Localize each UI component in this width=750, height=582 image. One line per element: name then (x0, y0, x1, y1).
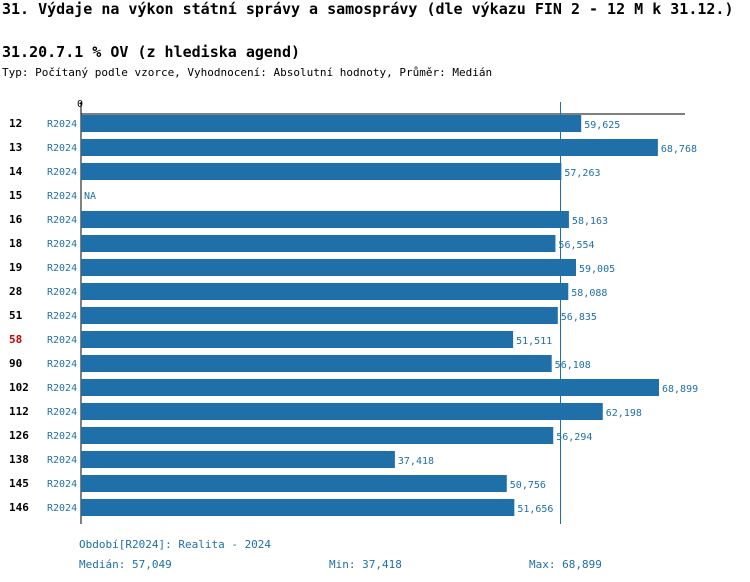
value-label: 62,198 (606, 408, 642, 419)
bar (81, 475, 507, 492)
bar (81, 427, 554, 444)
category-label: 28 (9, 285, 22, 298)
period-label: R2024 (47, 287, 77, 298)
period-label: R2024 (47, 119, 77, 130)
bar (81, 355, 552, 372)
category-label: 15 (9, 189, 22, 202)
period-label: R2024 (47, 359, 77, 370)
period-label: R2024 (47, 239, 77, 250)
value-label: 51,511 (516, 336, 552, 347)
value-label: 56,835 (561, 312, 597, 323)
period-label: R2024 (47, 503, 77, 514)
category-label: 51 (9, 309, 23, 322)
bar (81, 235, 556, 252)
period-label: R2024 (47, 191, 77, 202)
category-label: 12 (9, 117, 22, 130)
category-label: 112 (9, 405, 29, 418)
category-label: 102 (9, 381, 29, 394)
value-label: 51,656 (517, 504, 553, 515)
bar (81, 499, 515, 516)
bar (81, 451, 395, 468)
chart-info: Typ: Počítaný podle vzorce, Vyhodnocení:… (2, 66, 493, 79)
bar (81, 283, 569, 300)
category-label: 90 (9, 357, 22, 370)
period-label: R2024 (47, 215, 77, 226)
category-label: 18 (9, 237, 22, 250)
axis-zero-label: 0 (77, 99, 83, 110)
period-label: R2024 (47, 311, 77, 322)
period-label: R2024 (47, 383, 77, 394)
footer-median: Medián: 57,049 (79, 558, 172, 571)
category-label: 126 (9, 429, 29, 442)
bar (81, 115, 582, 132)
value-label: 50,756 (510, 480, 546, 491)
bar (81, 211, 569, 228)
value-label: 59,625 (584, 120, 620, 131)
value-label: 58,163 (572, 216, 608, 227)
bar (81, 331, 514, 348)
category-label: 58 (9, 333, 22, 346)
period-label: R2024 (47, 167, 77, 178)
category-label: 14 (9, 165, 23, 178)
chart-subtitle: 31.20.7.1 % OV (z hlediska agend) (2, 43, 301, 61)
value-label: 56,108 (555, 360, 591, 371)
period-label: R2024 (47, 479, 77, 490)
category-label: 138 (9, 453, 29, 466)
period-label: R2024 (47, 407, 77, 418)
bar (81, 403, 603, 420)
bar (81, 307, 558, 324)
value-label: 56,554 (558, 240, 594, 251)
period-label: R2024 (47, 143, 77, 154)
value-label: NA (84, 191, 96, 202)
value-label: 56,294 (556, 432, 592, 443)
category-label: 145 (9, 477, 29, 490)
value-label: 37,418 (398, 456, 434, 467)
bar (81, 259, 576, 276)
footer-period: Období[R2024]: Realita - 2024 (79, 538, 272, 551)
bar (81, 163, 562, 180)
value-label: 68,768 (661, 144, 697, 155)
category-label: 13 (9, 141, 22, 154)
value-label: 57,263 (564, 168, 600, 179)
category-label: 16 (9, 213, 23, 226)
period-label: R2024 (47, 263, 77, 274)
bar (81, 379, 659, 396)
period-label: R2024 (47, 335, 77, 346)
value-label: 58,088 (571, 288, 607, 299)
footer-max: Max: 68,899 (529, 558, 602, 571)
period-label: R2024 (47, 455, 77, 466)
bar (81, 139, 658, 156)
category-label: 146 (9, 501, 29, 514)
value-label: 59,005 (579, 264, 615, 275)
category-label: 19 (9, 261, 22, 274)
period-label: R2024 (47, 431, 77, 442)
footer-min: Min: 37,418 (329, 558, 402, 571)
page-title: 31. Výdaje na výkon státní správy a samo… (2, 0, 734, 18)
value-label: 68,899 (662, 384, 698, 395)
